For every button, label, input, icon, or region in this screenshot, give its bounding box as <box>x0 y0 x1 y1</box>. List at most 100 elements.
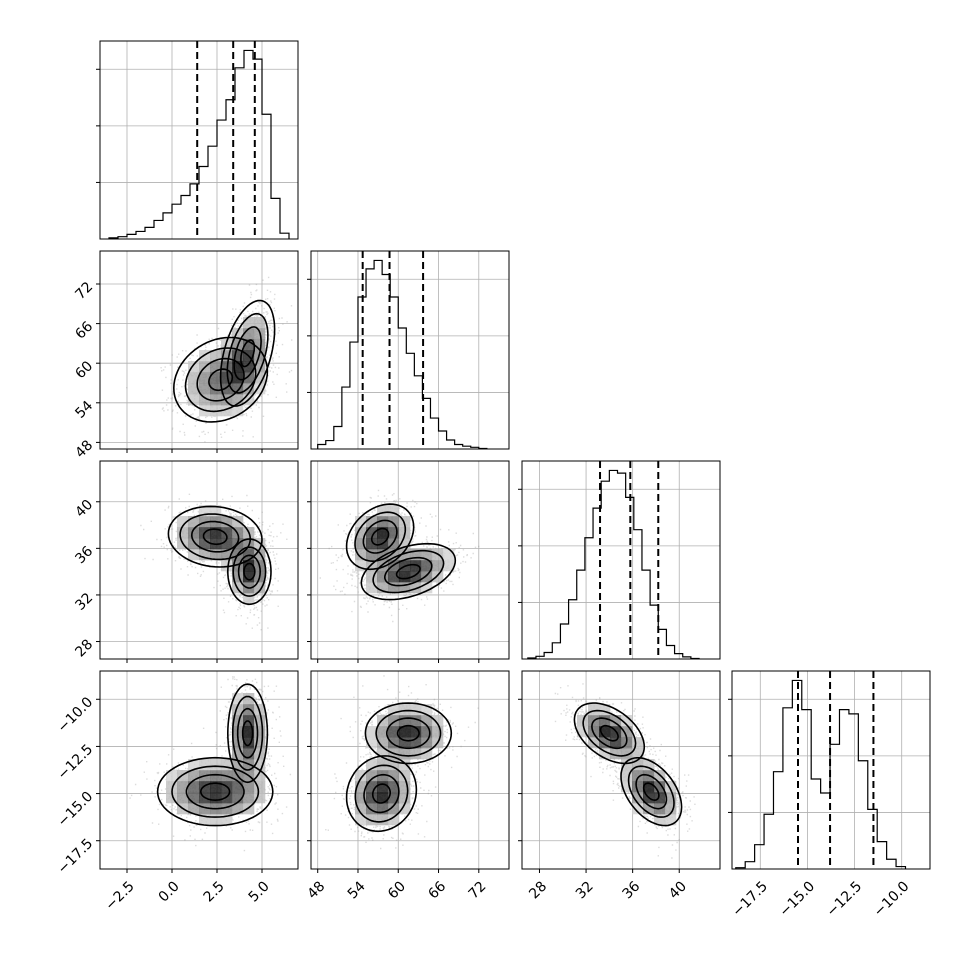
scatter-panel-0-3 <box>96 670 299 873</box>
contour-level-0 <box>243 562 256 581</box>
histogram-step-0 <box>108 49 290 239</box>
x-tick-label: −2.5 <box>102 878 137 913</box>
density-cell <box>232 560 244 572</box>
contour-level-0 <box>202 528 228 546</box>
x-tick-label: 48 <box>305 878 329 902</box>
contour-level-3 <box>226 538 272 606</box>
density-cell <box>199 372 211 384</box>
contour-level-2 <box>171 765 260 818</box>
density-cell <box>199 538 211 550</box>
density-cell <box>221 383 233 395</box>
density-cell <box>432 726 444 738</box>
density-cell <box>221 560 233 572</box>
density-cell <box>377 505 389 517</box>
density-cell <box>210 394 222 406</box>
density-cell <box>232 383 244 395</box>
density-cell <box>621 726 633 738</box>
density-cell <box>366 516 378 528</box>
density-cell <box>366 803 378 815</box>
x-tick-label: 2.5 <box>201 878 228 905</box>
contour-level-2 <box>582 709 637 757</box>
density-cell <box>410 549 422 561</box>
density-cell <box>632 792 644 804</box>
density-cell <box>610 715 622 727</box>
density-cell <box>199 516 211 528</box>
y-tick-label: 36 <box>72 543 96 567</box>
density-cell <box>388 538 400 550</box>
density-cell <box>399 549 411 561</box>
density-cell <box>665 792 677 804</box>
contour-level-3 <box>345 503 415 571</box>
density-cell <box>610 748 622 760</box>
density-cell <box>243 328 255 340</box>
density-cell <box>399 726 411 738</box>
density-cell <box>210 781 222 793</box>
density-cell <box>177 792 189 804</box>
density-cell <box>599 704 611 716</box>
contour-level-1 <box>185 773 245 810</box>
y-tick-label: −12.5 <box>55 741 97 783</box>
y-tick-label: −15.0 <box>55 789 97 831</box>
density-cell <box>621 715 633 727</box>
x-tick-label: −15.0 <box>777 878 819 920</box>
density-cell <box>599 748 611 760</box>
y-tick-label: 32 <box>72 590 96 614</box>
density-cell <box>377 792 389 804</box>
density-cell <box>643 803 655 815</box>
density-cell <box>243 792 255 804</box>
density-cell <box>421 748 433 760</box>
density-cell <box>377 549 389 561</box>
scatter-panel-1-3 <box>307 670 510 873</box>
scatter-panel-0-1 <box>96 250 299 453</box>
density-cell <box>621 770 633 782</box>
density-cell <box>366 814 378 826</box>
density-cell <box>254 759 266 771</box>
panel-frame <box>99 670 299 870</box>
density-cell <box>377 781 389 793</box>
panel-frame <box>99 460 299 660</box>
density-cell <box>232 737 244 749</box>
density-cell <box>366 549 378 561</box>
density-cell <box>632 781 644 793</box>
density-cell <box>421 737 433 749</box>
contour-level-0 <box>396 724 420 742</box>
density-cell <box>665 803 677 815</box>
density-cell <box>199 383 211 395</box>
density-cell <box>232 759 244 771</box>
density-cell <box>188 803 200 815</box>
density-cell <box>210 383 222 395</box>
density-cell <box>221 527 233 539</box>
density-cell <box>232 361 244 373</box>
density-cell <box>254 726 266 738</box>
density-cell <box>632 748 644 760</box>
density-cell <box>377 814 389 826</box>
density-cell <box>221 361 233 373</box>
density-cell <box>599 737 611 749</box>
density-cell <box>388 770 400 782</box>
density-cell <box>366 770 378 782</box>
density-cell <box>221 814 233 826</box>
density-cell <box>443 549 455 561</box>
panel-frame <box>99 250 299 450</box>
density-cell <box>366 560 378 572</box>
density-cell <box>366 527 378 539</box>
contour-level-3 <box>364 702 453 765</box>
density-cell <box>254 770 266 782</box>
density-cell <box>399 538 411 550</box>
contour-level-2 <box>232 695 264 771</box>
density-cell <box>210 350 222 362</box>
density-cell <box>243 781 255 793</box>
density-cell <box>377 748 389 760</box>
density-cell <box>177 527 189 539</box>
density-cell <box>355 527 367 539</box>
density-cell <box>254 339 266 351</box>
density-cell <box>399 516 411 528</box>
contour-level-1 <box>363 773 400 814</box>
density-cell <box>410 737 422 749</box>
density-cell <box>188 538 200 550</box>
x-tick-label: 72 <box>466 878 490 902</box>
x-tick-label: 54 <box>345 878 369 902</box>
density-cell <box>355 803 367 815</box>
density-cell <box>410 715 422 727</box>
